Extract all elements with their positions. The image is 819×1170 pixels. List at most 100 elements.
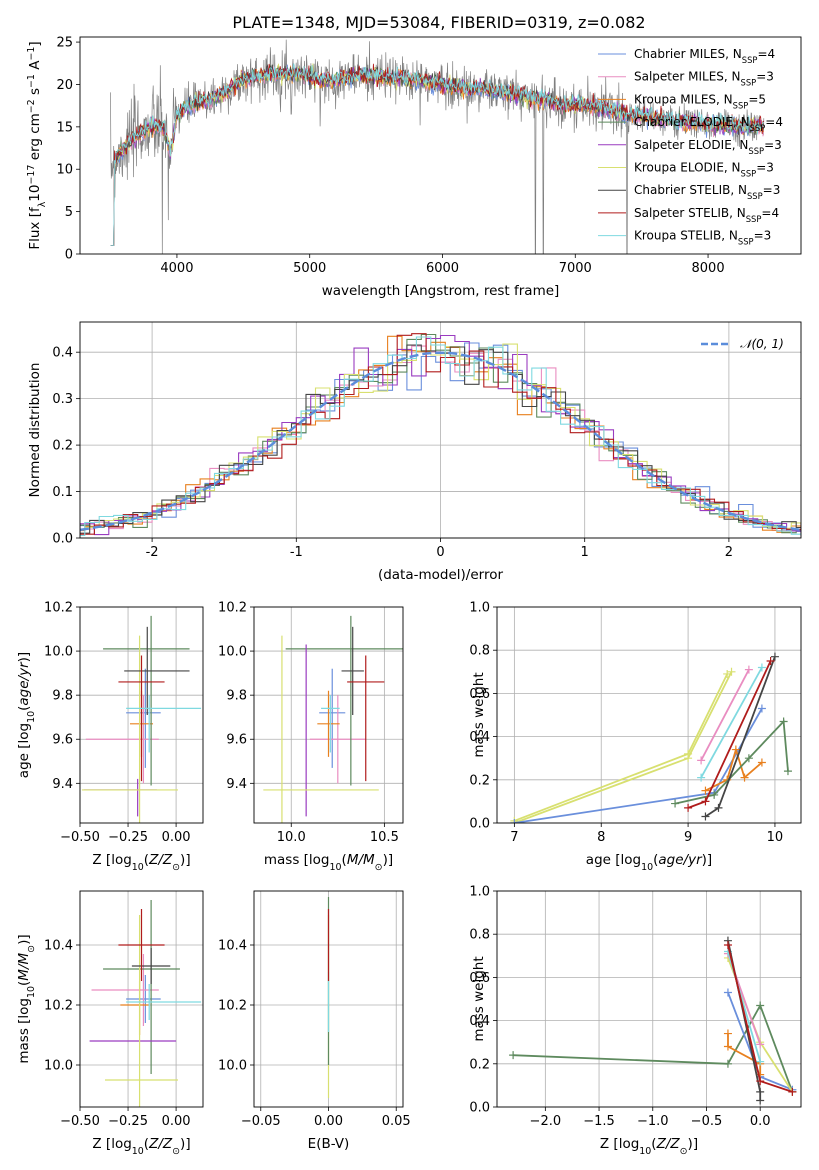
normal-curve <box>80 351 801 532</box>
weight-point <box>756 1057 765 1066</box>
weight-point <box>740 773 749 782</box>
axes-frame <box>79 890 204 1108</box>
x-tick-label: 1 <box>581 545 589 560</box>
y-axis-label: Flux [fλ10−17 erg cm−2 s−1 A−1] <box>26 41 48 249</box>
legend-entry: Salpeter ELODIE, NSSP=3 <box>634 138 782 156</box>
y-tick-label: 9.4 <box>52 777 73 792</box>
y-tick-label: 0.4 <box>52 346 73 361</box>
weight-point <box>756 1096 765 1105</box>
y-tick-label: 9.6 <box>52 733 73 748</box>
axes-frame <box>79 606 204 824</box>
weight-point <box>510 819 519 823</box>
mass-vs-ebv-panel: −0.05 0.00 0.05 10.0 10.2 10.4 E(B-V) <box>218 890 411 1152</box>
legend-entry: Chabrier MILES, NSSP=4 <box>634 47 775 65</box>
y-tick-label: 0.0 <box>469 1101 490 1116</box>
y-tick-label: 10 <box>56 163 73 178</box>
y-tick-label: 10.0 <box>218 1059 247 1074</box>
x-axis-label: Z [log10(Z/Z⊙)] <box>600 1136 698 1157</box>
x-tick-label: 5000 <box>293 261 326 276</box>
weight-point <box>697 773 706 782</box>
y-tick-label: 1.0 <box>469 885 490 900</box>
weight-point <box>756 1040 765 1049</box>
weight-point <box>701 786 710 795</box>
x-tick-label: −0.50 <box>60 1114 100 1129</box>
figure-title: PLATE=1348, MJD=53084, FIBERID=0319, z=0… <box>232 13 645 32</box>
legend-entry: Chabrier STELIB, NSSP=3 <box>634 183 780 201</box>
y-axis-label: age [log10(age/yr)] <box>16 652 37 778</box>
x-tick-label: 7000 <box>559 261 592 276</box>
y-tick-label: 5 <box>65 205 73 220</box>
x-axis-label: mass [log10(M/M⊙)] <box>264 852 393 873</box>
x-tick-label: -2 <box>146 545 159 560</box>
mass-vs-Z-panel: −0.50 −0.25 0.00 10.0 10.2 10.4 Z [log10(Z/Z⊙)… <box>16 890 204 1157</box>
y-tick-label: 10.2 <box>44 601 73 616</box>
weight-point <box>731 745 740 754</box>
x-tick-label: 10.5 <box>370 830 399 845</box>
x-tick-label: 10.0 <box>277 830 306 845</box>
x-tick-label: 8000 <box>692 261 725 276</box>
y-tick-label: 0.3 <box>52 392 73 407</box>
y-axis-label: mass weight <box>471 956 487 1041</box>
x-tick-label: 10 <box>767 830 784 845</box>
weight-line <box>727 1033 762 1075</box>
x-axis-label: E(B-V) <box>308 1136 350 1152</box>
x-tick-label: −1.0 <box>637 1114 669 1129</box>
x-tick-label: 9 <box>684 830 692 845</box>
weight-point <box>710 790 719 799</box>
model-spectrum-kroupa-elodie <box>110 63 765 246</box>
spectrum-legend: Chabrier MILES, NSSP=4 Salpeter MILES, NS… <box>598 47 783 247</box>
weight-point <box>757 663 766 672</box>
axes-frame <box>253 606 404 824</box>
histograms <box>80 333 801 537</box>
weight-point <box>684 754 693 763</box>
y-tick-label: 15 <box>56 120 73 135</box>
y-tick-label: 10.4 <box>218 939 247 954</box>
axes-frame <box>496 890 802 1108</box>
y-tick-label: 0.6 <box>469 687 490 702</box>
x-tick-label: 6000 <box>426 261 459 276</box>
y-tick-label: 10.0 <box>218 645 247 660</box>
x-axis-label: wavelength [Angstrom, rest frame] <box>322 283 560 299</box>
legend-entry: Salpeter MILES, NSSP=3 <box>634 70 774 88</box>
y-tick-label: 0.2 <box>52 439 73 454</box>
weight-point <box>756 1077 765 1086</box>
y-tick-label: 9.8 <box>52 689 73 704</box>
errorbars <box>81 615 202 823</box>
weight-lines <box>509 936 797 1105</box>
y-tick-label: 0.1 <box>52 485 73 500</box>
y-axis-label: Normed distribution <box>27 363 43 498</box>
y-tick-label: 0.4 <box>469 1014 490 1029</box>
y-tick-label: 0 <box>65 248 73 263</box>
x-axis-label: age [log10(age/yr)] <box>586 852 712 873</box>
y-tick-label: 1.0 <box>469 601 490 616</box>
legend-entry: Kroupa ELODIE, NSSP=3 <box>634 161 774 179</box>
weight-point <box>757 758 766 767</box>
weight-vs-Z-panel: −2.0 −1.5 −1.0 −0.5 0.0 0.0 0.2 0.4 0.6 0.8 1.0 mas… <box>469 885 802 1157</box>
y-axis-label: mass weight <box>471 672 487 757</box>
x-tick-label: 0.00 <box>314 1114 343 1129</box>
histogram-kroupa-stelib <box>80 336 801 537</box>
x-tick-label: 4000 <box>160 261 193 276</box>
weight-point <box>509 1051 518 1060</box>
age-vs-mass-panel: 10.0 10.5 9.4 9.6 9.8 10.0 10.2 mass [log10(M/M… <box>218 601 404 873</box>
y-tick-label: 25 <box>56 36 73 51</box>
spectrum-lines <box>110 39 765 254</box>
legend-entry: Kroupa MILES, NSSP=5 <box>634 92 766 110</box>
weight-point <box>727 667 736 676</box>
histogram-salpeter-stelib <box>80 333 801 535</box>
x-axis-label: (data-model)/error <box>378 567 504 583</box>
x-axis-label: Z [log10(Z/Z⊙)] <box>92 852 190 873</box>
y-tick-label: 10.0 <box>44 645 73 660</box>
errorbars <box>263 615 403 823</box>
axes-frame <box>79 36 802 255</box>
x-tick-label: 7 <box>510 830 518 845</box>
x-tick-label: −0.25 <box>108 1114 148 1129</box>
weight-line <box>514 671 733 823</box>
spectrum-panel: 4000 5000 6000 7000 8000 0 5 10 15 20 25 Chabrier M… <box>26 36 802 299</box>
y-tick-label: 0.6 <box>469 971 490 986</box>
errorbars <box>89 900 202 1107</box>
x-tick-label: 8 <box>597 830 605 845</box>
x-tick-label: 0.00 <box>162 1114 191 1129</box>
x-tick-label: 2 <box>725 545 733 560</box>
